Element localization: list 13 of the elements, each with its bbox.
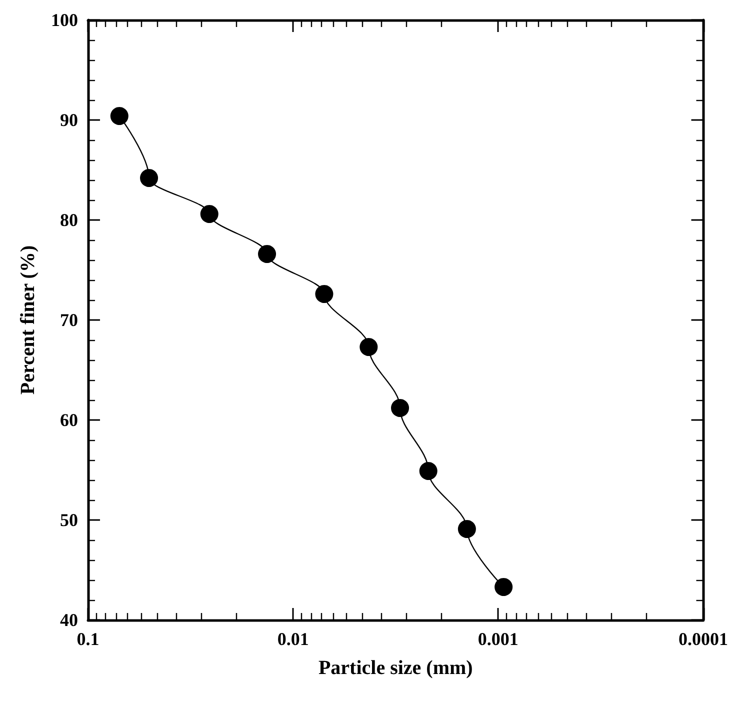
x-tick-label: 0.001 — [478, 629, 518, 649]
y-tick-label: 90 — [60, 110, 78, 130]
y-tick-label: 80 — [60, 210, 78, 230]
y-tick-label: 50 — [60, 510, 78, 530]
y-tick-label: 40 — [60, 610, 78, 630]
x-axis-title: Particle size (mm) — [318, 657, 473, 679]
y-tick-label: 70 — [60, 310, 78, 330]
y-axis-title: Percent finer (%) — [17, 245, 39, 395]
x-tick-label: 0.0001 — [678, 629, 728, 649]
y-tick-label: 60 — [60, 410, 78, 430]
y-tick-label: 100 — [51, 10, 78, 30]
x-tick-label: 0.1 — [76, 629, 100, 649]
x-tick-label: 0.01 — [277, 629, 309, 649]
